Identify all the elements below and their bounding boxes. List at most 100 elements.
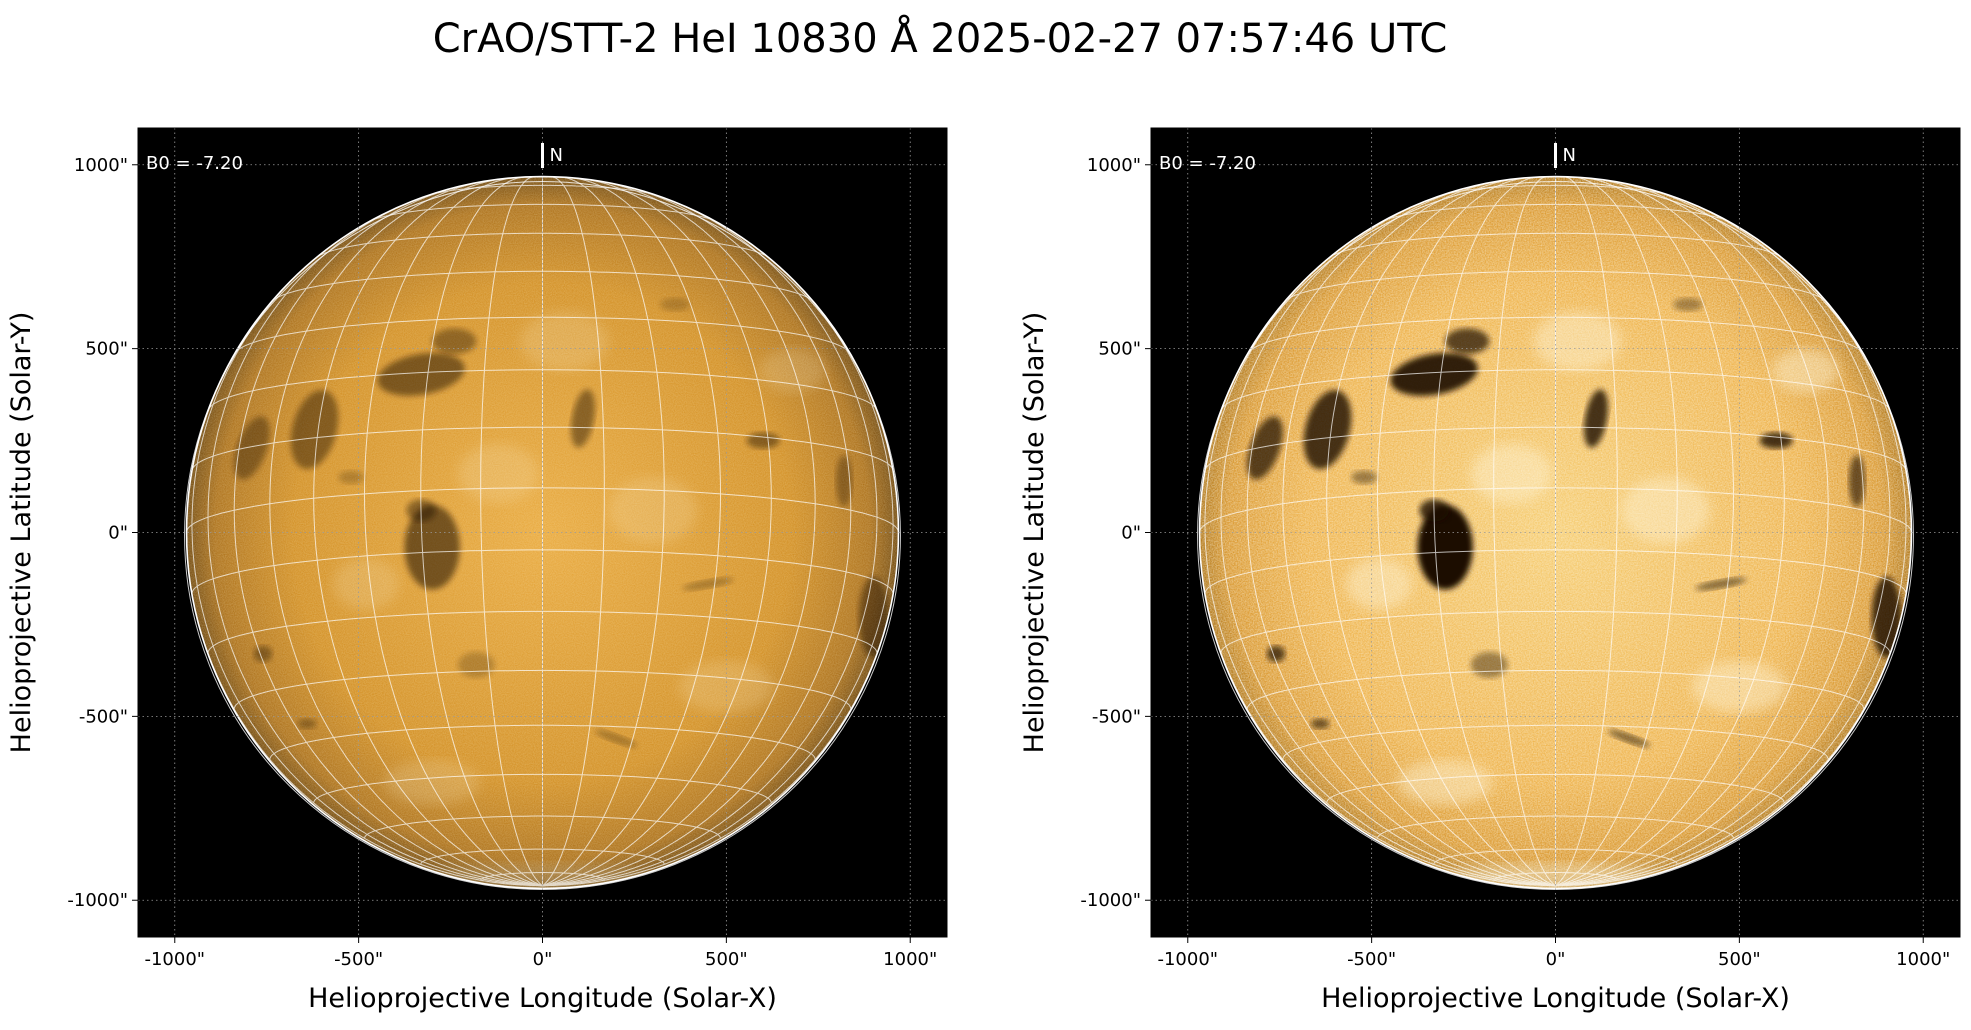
- longitude-line: [1433, 176, 1556, 887]
- x-tick-label: 0": [533, 949, 553, 970]
- y-tick-label: 0": [1121, 523, 1141, 544]
- dark-filament: [234, 416, 270, 480]
- dark-filament: [338, 470, 365, 484]
- dark-filament: [1390, 353, 1478, 396]
- longitude-line: [542, 176, 605, 887]
- y-tick-label: 0": [108, 523, 128, 544]
- x-tick-label: 0": [1546, 949, 1566, 970]
- longitude-line: [1555, 176, 1678, 887]
- longitude-line: [542, 178, 772, 887]
- bright-plage-region: [332, 558, 400, 610]
- dark-filament: [858, 576, 889, 658]
- dark-filament: [1759, 432, 1793, 449]
- longitude-line: [480, 176, 543, 887]
- bright-plage-region: [1470, 444, 1552, 504]
- solar-limb: [185, 175, 900, 890]
- longitude-line: [191, 241, 543, 887]
- dark-filament: [1247, 416, 1283, 480]
- dark-filament: [404, 504, 460, 590]
- x-tick-label: -1000": [144, 949, 205, 970]
- longitude-line: [233, 186, 543, 887]
- y-tick-label: 1000": [74, 155, 128, 176]
- dark-filament: [1303, 390, 1352, 470]
- longitude-line: [1204, 241, 1556, 887]
- dark-filament: [1695, 577, 1747, 591]
- bright-plage-region: [759, 348, 826, 393]
- dark-filament: [1310, 718, 1330, 729]
- longitude-line: [1555, 198, 1891, 887]
- longitude-line: [1326, 178, 1556, 887]
- longitude-line: [1376, 177, 1556, 887]
- longitude-line: [1246, 186, 1556, 887]
- dark-filament: [432, 328, 477, 355]
- y-tick-label: -500": [1092, 706, 1141, 727]
- dark-filament: [1871, 576, 1902, 658]
- dark-filament: [1417, 504, 1473, 590]
- x-tick-label: 1000": [883, 949, 937, 970]
- y-tick-label: -500": [79, 706, 128, 727]
- bright-plage-region: [1772, 348, 1839, 393]
- longitude-line: [313, 178, 543, 887]
- dark-filament: [570, 389, 595, 448]
- longitude-line: [542, 180, 816, 887]
- dark-filament: [377, 353, 465, 396]
- dark-filament: [1583, 389, 1608, 448]
- north-label: N: [1563, 145, 1576, 166]
- heliographic-grid: [1199, 176, 1912, 887]
- dark-filament: [1351, 470, 1378, 484]
- dark-filament: [1608, 729, 1650, 748]
- longitude-line: [1220, 198, 1556, 887]
- longitude-line: [1282, 180, 1556, 887]
- longitude-line: [363, 177, 543, 887]
- longitude-line: [1555, 241, 1907, 887]
- y-tick-label: 500": [85, 339, 128, 360]
- longitude-line: [420, 176, 543, 887]
- b0-label: B0 = -7.20: [1159, 153, 1256, 174]
- dark-filament: [595, 729, 637, 748]
- y-tick-label: -1000": [1080, 890, 1141, 911]
- bright-plage-region: [520, 311, 609, 371]
- dark-filament: [297, 718, 317, 729]
- longitude-line: [269, 180, 543, 887]
- longitude-line: [1555, 180, 1829, 887]
- bright-plage-region: [457, 444, 539, 504]
- figure-title: CrAO/STT-2 HeI 10830 Å 2025-02-27 07:57:…: [433, 14, 1448, 62]
- y-axis-label: Helioprojective Latitude (Solar-Y): [1019, 312, 1050, 754]
- dark-filament: [746, 432, 780, 449]
- dark-filament: [290, 390, 339, 470]
- longitude-line: [1555, 176, 1618, 887]
- solar-limb: [1198, 175, 1913, 890]
- bright-plage-region: [1397, 760, 1493, 805]
- x-tick-label: -500": [334, 949, 383, 970]
- longitude-line: [542, 176, 665, 887]
- longitude-line: [542, 177, 722, 887]
- x-tick-label: 500": [705, 949, 748, 970]
- x-axis-label: Helioprojective Longitude (Solar-X): [308, 983, 777, 1014]
- dark-filament: [660, 297, 690, 312]
- bright-plage-region: [1533, 311, 1622, 371]
- y-tick-label: 500": [1098, 339, 1141, 360]
- panel-left-normal-contrast: N B0 = -7.20 -1000" -500" 0" 500" 1000" 1000" 50…: [6, 127, 948, 1014]
- heliographic-grid: [186, 176, 899, 887]
- bright-plage-region: [1345, 558, 1413, 610]
- longitude-line: [1493, 176, 1556, 887]
- bright-plage-region: [384, 760, 480, 805]
- north-label: N: [550, 145, 563, 166]
- x-axis-label: Helioprojective Longitude (Solar-X): [1321, 983, 1790, 1014]
- longitude-line: [207, 198, 543, 887]
- longitude-line: [1555, 186, 1865, 887]
- b0-label: B0 = -7.20: [146, 153, 243, 174]
- y-axis-label: Helioprojective Latitude (Solar-Y): [6, 312, 37, 754]
- dark-filament: [1673, 297, 1703, 312]
- dark-filament: [253, 645, 273, 662]
- dark-filament: [682, 577, 734, 591]
- y-tick-label: -1000": [67, 890, 128, 911]
- longitude-line: [542, 241, 894, 887]
- bright-plage-region: [1621, 477, 1710, 544]
- x-tick-label: 1000": [1896, 949, 1950, 970]
- longitude-line: [542, 198, 878, 887]
- longitude-line: [1555, 177, 1735, 887]
- longitude-line: [542, 186, 852, 887]
